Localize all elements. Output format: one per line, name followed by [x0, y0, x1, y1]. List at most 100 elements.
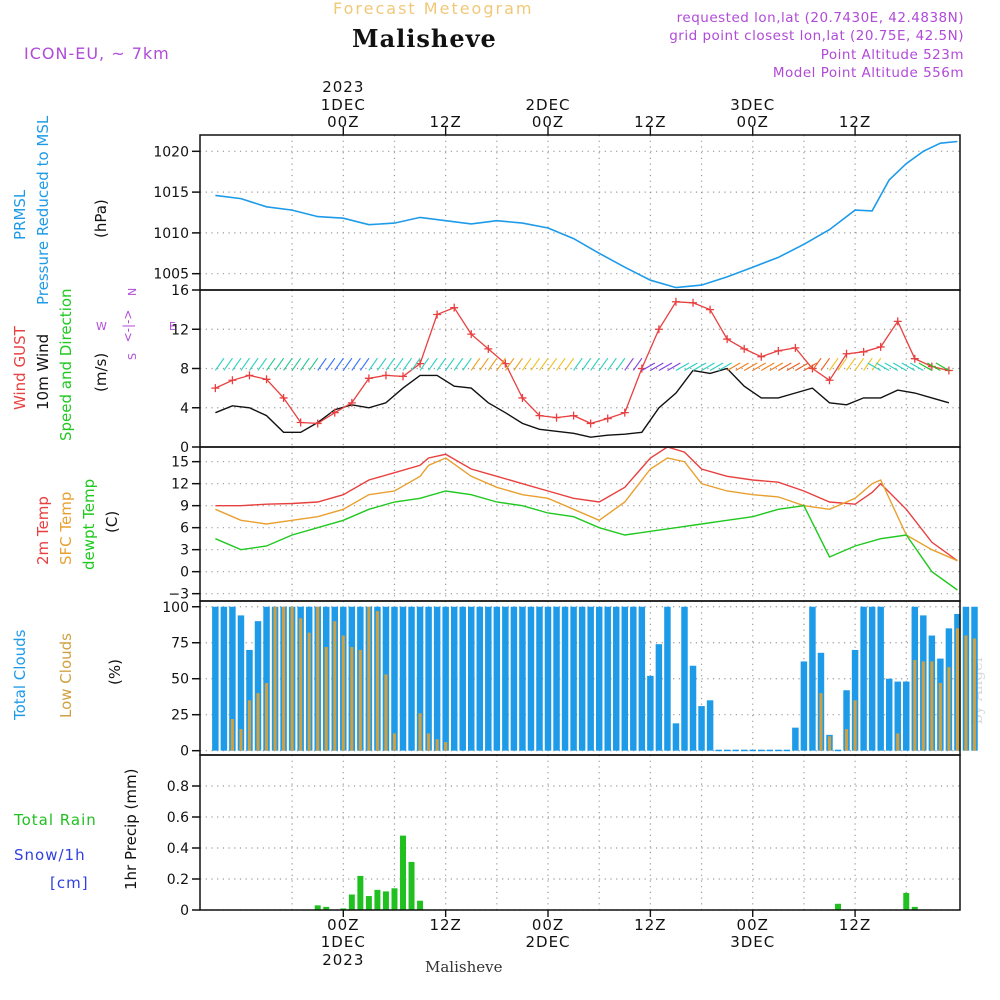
wind-direction-arrow — [875, 362, 890, 371]
wind-gust-marker — [791, 343, 800, 352]
y-tick-label: 1005 — [153, 267, 189, 283]
x-tick-label-top: 00Z — [737, 113, 769, 131]
y-axis-label: 1hr Precip (mm) — [122, 769, 140, 890]
wind-direction-arrow — [394, 357, 404, 371]
wind-direction-arrow — [726, 362, 741, 371]
snow-legend: Snow/1h — [14, 846, 86, 864]
total-cloud-bar — [468, 606, 475, 751]
y-tick-label: −3 — [168, 587, 189, 603]
wind-direction-arrow — [778, 362, 792, 371]
wind-direction-arrow — [935, 362, 950, 371]
y-axis-label: (hPa) — [92, 199, 110, 238]
y-tick-label: 8 — [180, 362, 189, 378]
wind-speed-line — [215, 367, 950, 438]
low-cloud-bar — [264, 683, 269, 751]
wind-direction-arrow — [837, 357, 848, 371]
date-label-top: 2DEC — [525, 96, 570, 114]
low-cloud-bar — [819, 693, 823, 751]
panel-frame — [199, 134, 961, 291]
total-cloud-bar — [630, 606, 637, 751]
wind-gust-marker — [399, 372, 408, 381]
wind-direction-arrow — [752, 362, 766, 371]
low-cloud-bar — [896, 733, 900, 751]
wind-gust-marker — [262, 375, 271, 384]
wind-direction-arrow — [445, 357, 455, 371]
total-cloud-bar — [544, 606, 552, 751]
total-cloud-bar — [450, 606, 458, 751]
wind-direction-arrow — [735, 362, 749, 371]
wind-gust-marker — [416, 359, 425, 368]
wind-direction-arrow — [760, 362, 775, 371]
total-cloud-bar — [758, 749, 765, 752]
total-cloud-bar — [604, 606, 611, 751]
wind-gust-marker — [774, 346, 783, 355]
wind-direction-arrow — [436, 357, 447, 371]
model-altitude: Model Point Altitude 556m — [772, 65, 964, 81]
wind-direction-arrow — [846, 357, 856, 371]
y-tick-label: 16 — [171, 283, 189, 299]
wind-direction-arrow — [692, 362, 707, 371]
wind-direction-arrow — [820, 357, 831, 371]
wind-direction-arrow — [854, 357, 865, 371]
wind-direction-arrow — [368, 357, 378, 371]
y-tick-label: 50 — [171, 672, 189, 688]
total-cloud-bar — [229, 606, 236, 751]
total-cloud-bar — [212, 606, 219, 751]
rain-bar — [400, 835, 406, 910]
x-tick-label-bottom: 00Z — [532, 916, 564, 934]
y-tick-label: 1015 — [153, 185, 189, 201]
wind-gust-marker — [671, 297, 680, 306]
wind-gust-marker — [296, 418, 305, 427]
wind-direction-arrow — [419, 357, 430, 371]
y-tick-label: 25 — [171, 708, 189, 724]
total-cloud-bar — [220, 606, 228, 751]
wind-direction-arrow — [607, 357, 617, 371]
wind-gust-marker — [518, 393, 527, 402]
temp-2m-line — [215, 446, 958, 562]
y-tick-label: 1010 — [153, 226, 189, 242]
total-cloud-bar — [834, 749, 842, 752]
low-cloud-bar — [316, 606, 320, 751]
low-cloud-bar — [256, 693, 260, 751]
wind-direction-arrow — [564, 357, 575, 371]
low-cloud-bar — [418, 713, 422, 751]
low-cloud-bar — [239, 729, 243, 751]
wind-direction-arrow — [496, 357, 506, 371]
wind-direction-arrow — [615, 357, 626, 371]
wind-direction-arrow — [470, 357, 481, 371]
wind-gust-marker — [603, 414, 612, 423]
rain-legend: Total Rain — [13, 811, 97, 829]
wind-gust-marker — [552, 413, 561, 422]
wind-direction-arrow — [786, 362, 801, 371]
wind-direction-arrow — [342, 357, 353, 371]
date-label-top: 3DEC — [730, 96, 775, 114]
wind-gust-marker — [825, 376, 834, 385]
total-cloud-bar — [715, 749, 722, 752]
wind-direction-arrow — [709, 362, 724, 371]
low-cloud-bar — [827, 736, 832, 751]
total-cloud-bar — [459, 606, 466, 751]
wind-gust-marker — [245, 371, 254, 380]
total-cloud-bar — [527, 606, 535, 751]
total-cloud-bar — [638, 606, 646, 751]
y-axis-label: 10m Wind — [34, 334, 52, 410]
wind-direction-arrow — [291, 357, 302, 371]
wind-direction-arrow — [504, 357, 515, 371]
wind-gust-marker — [757, 352, 766, 361]
compass-west: W — [96, 320, 107, 333]
wind-direction-arrow — [266, 357, 276, 371]
low-cloud-bar — [427, 733, 431, 751]
low-cloud-bar — [947, 667, 951, 751]
wind-direction-arrow — [530, 357, 541, 371]
rain-bar — [417, 900, 424, 910]
x-tick-label-bottom: 12Z — [839, 916, 871, 934]
wind-direction-arrow — [487, 357, 498, 371]
wind-direction-arrow — [718, 362, 732, 371]
wind-gust-marker — [535, 411, 544, 420]
temp-sfc-line — [215, 457, 958, 562]
wind-direction-arrow — [863, 357, 873, 371]
total-cloud-bar — [553, 606, 560, 751]
wind-gust-marker — [313, 419, 322, 428]
wind-gust-marker — [706, 305, 715, 314]
total-cloud-bar — [476, 606, 484, 751]
